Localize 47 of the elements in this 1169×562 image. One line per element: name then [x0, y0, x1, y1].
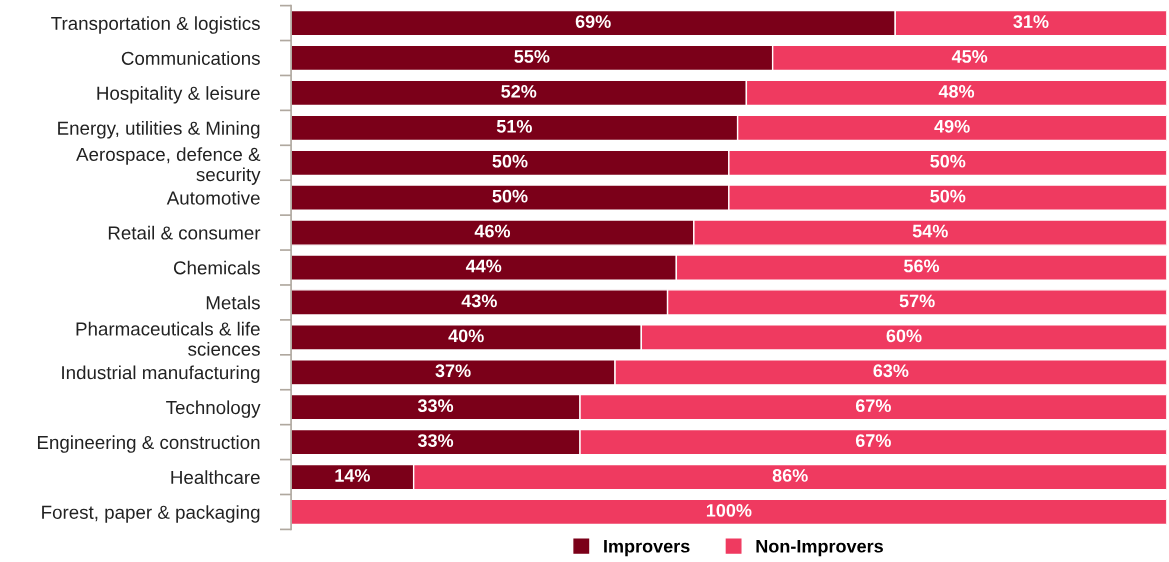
data-label: 67% — [855, 434, 891, 447]
y-tick-label: Energy, utilities & Mining — [58, 121, 260, 139]
y-tick-label: Automotive — [166, 190, 260, 205]
data-label: 50% — [492, 189, 528, 203]
data-label: 52% — [501, 84, 537, 98]
data-label: 86% — [772, 469, 808, 482]
data-label: 100% — [706, 504, 752, 517]
data-label: 57% — [899, 294, 935, 308]
data-label: 14% — [335, 469, 370, 482]
data-label: 50% — [930, 189, 966, 203]
data-label: 55% — [514, 50, 550, 63]
data-label: 54% — [912, 224, 948, 238]
y-tick-label: Technology — [166, 400, 261, 418]
data-label: 33% — [417, 434, 454, 447]
y-tick-label: Healthcare — [171, 470, 260, 484]
data-label: 60% — [886, 329, 922, 343]
y-tick-label: Chemicals — [173, 260, 260, 275]
legend-label: Improvers — [604, 540, 690, 557]
y-tick-label: Communications — [121, 51, 260, 65]
y-tick-label: Metals — [206, 295, 260, 310]
data-label: 51% — [496, 119, 532, 133]
data-label: 43% — [461, 294, 497, 308]
y-tick-label: Forest, paper & packaging — [42, 505, 260, 523]
data-label: 69% — [575, 15, 611, 28]
y-tick-label: Retail & consumer — [108, 225, 261, 240]
data-label: 37% — [435, 364, 471, 378]
y-tick-label: Pharmaceuticals & life sciences — [76, 321, 260, 356]
data-label: 50% — [930, 154, 966, 168]
data-label: 49% — [934, 119, 970, 133]
data-label: 48% — [938, 84, 975, 98]
data-label: 45% — [951, 50, 988, 63]
data-label: 50% — [492, 154, 528, 168]
data-label: 40% — [448, 329, 484, 343]
data-label: 67% — [855, 399, 891, 413]
data-label: 44% — [465, 259, 502, 273]
data-label: 33% — [417, 399, 454, 413]
y-tick-label: Transportation & logistics — [51, 16, 260, 34]
y-tick-label: Engineering & construction — [37, 435, 260, 453]
legend-label: Non-Improvers — [756, 540, 883, 557]
data-label: 56% — [903, 259, 940, 273]
data-label: 31% — [1013, 15, 1049, 28]
y-tick-label: Aerospace, defence & security — [76, 147, 261, 185]
y-tick-label: Hospitality & leisure — [97, 86, 260, 104]
data-label: 63% — [873, 364, 909, 378]
bar — [291, 498, 1167, 526]
y-tick-label: Industrial manufacturing — [62, 365, 260, 383]
data-label: 46% — [474, 224, 511, 238]
